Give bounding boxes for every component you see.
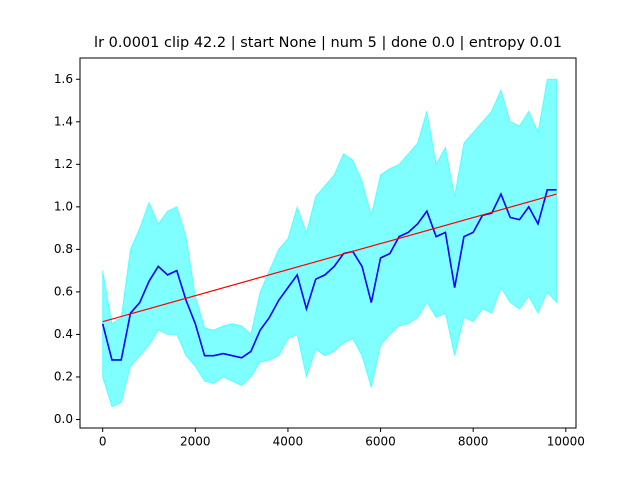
x-tick-label: 6000	[365, 435, 396, 449]
chart-title: lr 0.0001 clip 42.2 | start None | num 5…	[94, 35, 562, 51]
trend-line	[102, 193, 557, 323]
std-band	[102, 78, 558, 408]
y-tick-label: 0.6	[54, 284, 73, 298]
x-tick-label: 0	[99, 435, 107, 449]
y-tick-label: 1.4	[54, 114, 73, 128]
y-tick-label: 1.0	[54, 199, 73, 213]
y-tick-label: 0.0	[54, 412, 73, 426]
x-tick-label: 10000	[547, 435, 585, 449]
x-tick-label: 4000	[273, 435, 304, 449]
y-tick-label: 0.8	[54, 242, 73, 256]
y-tick-label: 0.4	[54, 327, 73, 341]
plot-frame	[79, 57, 577, 429]
y-tick-label: 1.6	[54, 72, 73, 86]
y-tick-label: 1.2	[54, 157, 73, 171]
y-tick-label: 0.2	[54, 369, 73, 383]
mean-line	[101, 189, 557, 361]
x-tick-label: 2000	[180, 435, 211, 449]
x-tick-label: 8000	[458, 435, 489, 449]
